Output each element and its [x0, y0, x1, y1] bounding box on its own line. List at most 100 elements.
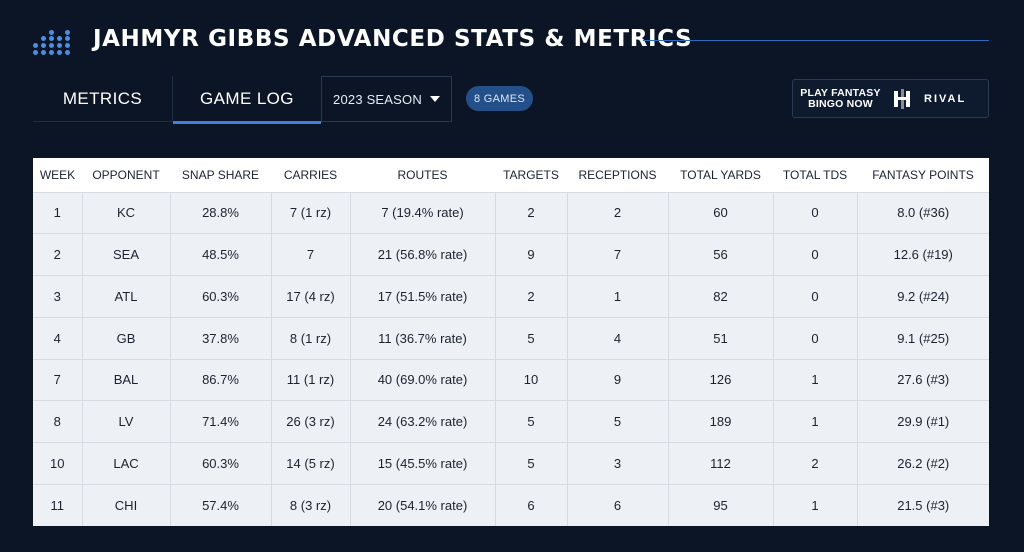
table-cell: 1	[773, 359, 858, 402]
table-cell: 3	[567, 442, 669, 485]
table-cell: 3	[33, 275, 83, 318]
promo-line-1: PLAY FANTASY	[800, 86, 881, 99]
table-cell: 2	[495, 275, 568, 318]
table-cell: 8 (1 rz)	[271, 317, 351, 360]
table-cell: 1	[567, 275, 669, 318]
column-header: SNAP SHARE	[170, 158, 271, 193]
table-cell: 126	[668, 359, 774, 402]
table-row: 4 GB 37.8% 8 (1 rz) 11 (36.7% rate) 5 4 51 0 9.1 …	[33, 317, 989, 360]
table-cell: 6	[567, 484, 669, 526]
column-header: FANTASY POINTS	[857, 158, 989, 193]
table-cell: 9.1 (#25)	[857, 317, 989, 360]
table-cell: 4	[33, 317, 83, 360]
table-cell: 7	[33, 359, 83, 402]
promo-text: PLAY FANTASY BINGO NOW	[793, 86, 888, 110]
table-cell: GB	[82, 317, 171, 360]
table-cell: 60.3%	[170, 275, 272, 318]
season-dropdown-value: 2023 SEASON	[333, 91, 422, 107]
table-cell: 82	[668, 275, 774, 318]
table-cell: 2	[773, 442, 858, 485]
table-cell: 8 (3 rz)	[271, 484, 351, 526]
table-header-row: WEEK OPPONENT SNAP SHARE CARRIES ROUTES TARGE…	[33, 158, 989, 193]
table-cell: 2	[567, 192, 669, 235]
column-header: TARGETS	[495, 158, 567, 193]
table-cell: 9	[495, 233, 568, 276]
season-dropdown[interactable]: 2023 SEASON	[321, 76, 452, 122]
table-cell: 9	[567, 359, 669, 402]
table-cell: 20 (54.1% rate)	[350, 484, 496, 526]
table-cell: 2	[33, 233, 83, 276]
column-header: OPPONENT	[82, 158, 170, 193]
table-row: 3 ATL 60.3% 17 (4 rz) 17 (51.5% rate) 2 1 82 0 9.…	[33, 275, 989, 318]
table-cell: KC	[82, 192, 171, 235]
page-title: JAHMYR GIBBS ADVANCED STATS & METRICS	[93, 26, 693, 52]
table-cell: 0	[773, 233, 858, 276]
table-cell: 26 (3 rz)	[271, 400, 351, 443]
table-cell: CHI	[82, 484, 171, 526]
title-divider	[643, 40, 989, 41]
table-cell: LV	[82, 400, 171, 443]
table-row: 1 KC 28.8% 7 (1 rz) 7 (19.4% rate) 2 2 60 0 8.0 (…	[33, 192, 989, 235]
table-cell: 10	[33, 442, 83, 485]
table-cell: 15 (45.5% rate)	[350, 442, 496, 485]
table-cell: 0	[773, 275, 858, 318]
table-cell: 57.4%	[170, 484, 272, 526]
tab-game-log[interactable]: GAME LOG	[172, 76, 321, 124]
table-cell: BAL	[82, 359, 171, 402]
table-cell: 48.5%	[170, 233, 272, 276]
table-cell: 60.3%	[170, 442, 272, 485]
table-cell: ATL	[82, 275, 171, 318]
table-cell: 11 (1 rz)	[271, 359, 351, 402]
table-cell: 27.6 (#3)	[857, 359, 989, 402]
table-cell: 10	[495, 359, 568, 402]
table-cell: 40 (69.0% rate)	[350, 359, 496, 402]
table-cell: 60	[668, 192, 774, 235]
play-fantasy-bingo-button[interactable]: PLAY FANTASY BINGO NOW RIVAL	[792, 79, 989, 118]
tab-bar: METRICS GAME LOG	[33, 76, 452, 124]
table-cell: 5	[495, 442, 568, 485]
table-cell: 24 (63.2% rate)	[350, 400, 496, 443]
table-cell: 5	[495, 317, 568, 360]
games-count-badge: 8 GAMES	[466, 86, 533, 111]
table-cell: 14 (5 rz)	[271, 442, 351, 485]
table-cell: 6	[495, 484, 568, 526]
table-cell: LAC	[82, 442, 171, 485]
table-cell: 29.9 (#1)	[857, 400, 989, 443]
dot-grid-logo-icon	[33, 25, 71, 56]
table-cell: 17 (51.5% rate)	[350, 275, 496, 318]
table-cell: 5	[495, 400, 568, 443]
table-cell: 12.6 (#19)	[857, 233, 989, 276]
table-cell: 7 (19.4% rate)	[350, 192, 496, 235]
table-row: 7 BAL 86.7% 11 (1 rz) 40 (69.0% rate) 10 9 126 1…	[33, 359, 989, 402]
table-cell: 5	[567, 400, 669, 443]
table-cell: 9.2 (#24)	[857, 275, 989, 318]
chevron-down-icon	[429, 96, 440, 102]
table-cell: 26.2 (#2)	[857, 442, 989, 485]
table-cell: 95	[668, 484, 774, 526]
rival-brand-name: RIVAL	[924, 92, 967, 105]
table-cell: 112	[668, 442, 774, 485]
table-cell: 28.8%	[170, 192, 272, 235]
table-cell: 21 (56.8% rate)	[350, 233, 496, 276]
column-header: WEEK	[33, 158, 82, 193]
table-cell: 8.0 (#36)	[857, 192, 989, 235]
table-cell: 21.5 (#3)	[897, 497, 950, 513]
promo-line-2: BINGO NOW	[808, 97, 873, 110]
table-cell: 1	[773, 484, 858, 526]
column-header: RECEPTIONS	[567, 158, 668, 193]
table-row: 8 LV 71.4% 26 (3 rz) 24 (63.2% rate) 5 5 189 1 29…	[33, 400, 989, 443]
table-cell: 37.8%	[170, 317, 272, 360]
table-cell: 1	[773, 400, 858, 443]
table-row: 2 SEA 48.5% 7 21 (56.8% rate) 9 7 56 0 12.6 (#19)	[33, 233, 989, 276]
table-cell: 7	[567, 233, 669, 276]
table-cell: 8	[33, 400, 83, 443]
table-cell: 0	[773, 192, 858, 235]
table-cell: 56	[668, 233, 774, 276]
table-cell: 7	[271, 233, 351, 276]
table-cell: 71.4%	[170, 400, 272, 443]
tab-metrics[interactable]: METRICS	[62, 89, 143, 108]
column-header: TOTAL YARDS	[668, 158, 773, 193]
table-cell: 11 (36.7% rate)	[350, 317, 496, 360]
table-cell: 2	[495, 192, 568, 235]
table-cell: 7 (1 rz)	[271, 192, 351, 235]
